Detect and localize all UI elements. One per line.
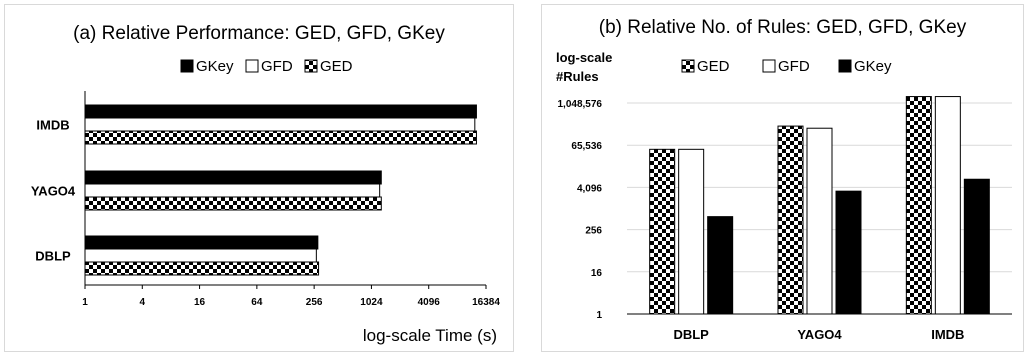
bar-gkey-imdb [84,104,477,119]
legend-swatch-gkey [180,59,194,73]
legend-label-gfd: GFD [778,58,810,75]
category-label-yago4: YAGO4 [31,184,76,199]
chart-title: (b) Relative No. of Rules: GED, GFD, GKe… [599,17,967,38]
rules-chart: (b) Relative No. of Rules: GED, GFD, GKe… [556,17,1012,342]
legend-label-ged: GED [320,58,353,75]
bars [649,96,990,315]
bars: IMDB YAGO4 DBLP [31,104,477,276]
y-tick-label-1-048-576: 1,048,576 [558,99,603,110]
x-tick-label-4: 4 [140,297,146,308]
y-tick-label-4-096: 4,096 [577,183,602,194]
legend-label-gkey: GKey [854,58,892,75]
bar-ged-yago4 [84,196,382,211]
bar-gkey-yago4 [84,170,382,185]
chart-title: (a) Relative Performance: GED, GFD, GKey [73,23,445,44]
x-tick-label-4096: 4096 [418,297,441,308]
bar-ged-imdb [905,96,932,315]
y-tick-label-1: 1 [596,310,602,321]
chart-panel-rules: (b) Relative No. of Rules: GED, GFD, GKe… [541,4,1024,352]
legend: GKey GFD GED [180,58,353,75]
axes: 1 4 16 64 256 1024 4096 16384 [82,91,500,308]
x-tick-label-16384: 16384 [472,297,500,308]
x-tick-label-16: 16 [194,297,206,308]
category-label-yago4: YAGO4 [797,327,842,342]
y-axis-label-line2: #Rules [556,69,599,84]
y-tick-label-65-536: 65,536 [571,141,602,152]
axes: 1 16 256 4,096 65,536 1,048,576 DBLP YAGO4 IMDB [558,99,1012,342]
legend-swatch-gkey [838,59,852,73]
x-tick-label-64: 64 [251,297,263,308]
bar-gkey-dblp [84,235,319,250]
bar-gfd-dblp [678,148,705,315]
legend-label-gkey: GKey [196,58,234,75]
x-axis-label: log-scale Time (s) [363,326,497,345]
legend-swatch-ged [304,59,318,73]
category-label-imdb: IMDB [36,118,69,133]
bar-ged-dblp [84,261,320,276]
bar-gkey-dblp [707,216,734,315]
y-tick-label-16: 16 [591,268,603,279]
category-label-imdb: IMDB [931,327,964,342]
legend-label-ged: GED [697,58,730,75]
legend-swatch-gfd [245,59,259,73]
bar-gfd-imdb [84,117,476,132]
y-axis-label-line1: log-scale [556,50,612,65]
legend: GED GFD GKey [681,58,892,75]
bar-gfd-yago4 [84,183,381,198]
bar-gkey-imdb [963,178,990,315]
y-tick-label-256: 256 [585,226,602,237]
performance-chart: (a) Relative Performance: GED, GFD, GKey… [31,23,501,345]
bar-ged-yago4 [777,125,804,315]
legend-swatch-ged [681,59,695,73]
bar-ged-dblp [649,148,676,315]
bar-gkey-yago4 [835,190,862,315]
bar-gfd-dblp [84,248,317,263]
bar-ged-imdb [84,130,477,145]
x-tick-label-1024: 1024 [360,297,383,308]
category-label-dblp: DBLP [673,327,709,342]
legend-swatch-gfd [762,59,776,73]
bar-gfd-yago4 [806,127,833,315]
legend-label-gfd: GFD [261,58,293,75]
x-tick-label-256: 256 [306,297,323,308]
bar-gfd-imdb [934,96,961,315]
chart-panel-performance: (a) Relative Performance: GED, GFD, GKey… [4,4,514,352]
category-label-dblp: DBLP [35,249,71,264]
x-tick-label-1: 1 [82,297,88,308]
